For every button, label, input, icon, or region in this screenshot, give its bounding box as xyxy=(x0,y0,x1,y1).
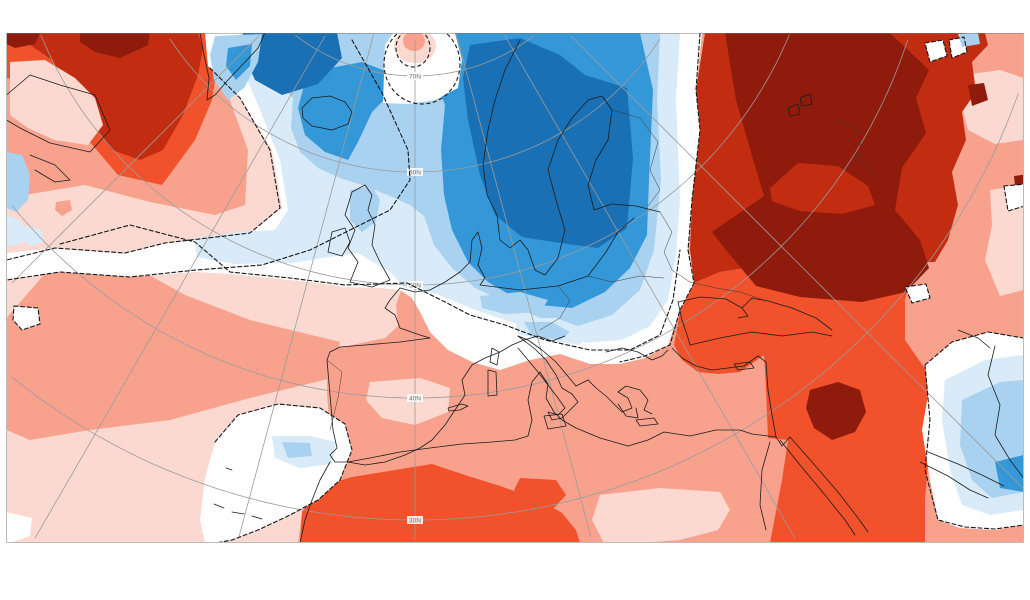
svg-text:40N: 40N xyxy=(409,396,421,403)
svg-text:70N: 70N xyxy=(409,74,421,81)
svg-text:30N: 30N xyxy=(409,518,421,525)
svg-text:50N: 50N xyxy=(409,283,421,290)
svg-text:60N: 60N xyxy=(409,170,421,177)
